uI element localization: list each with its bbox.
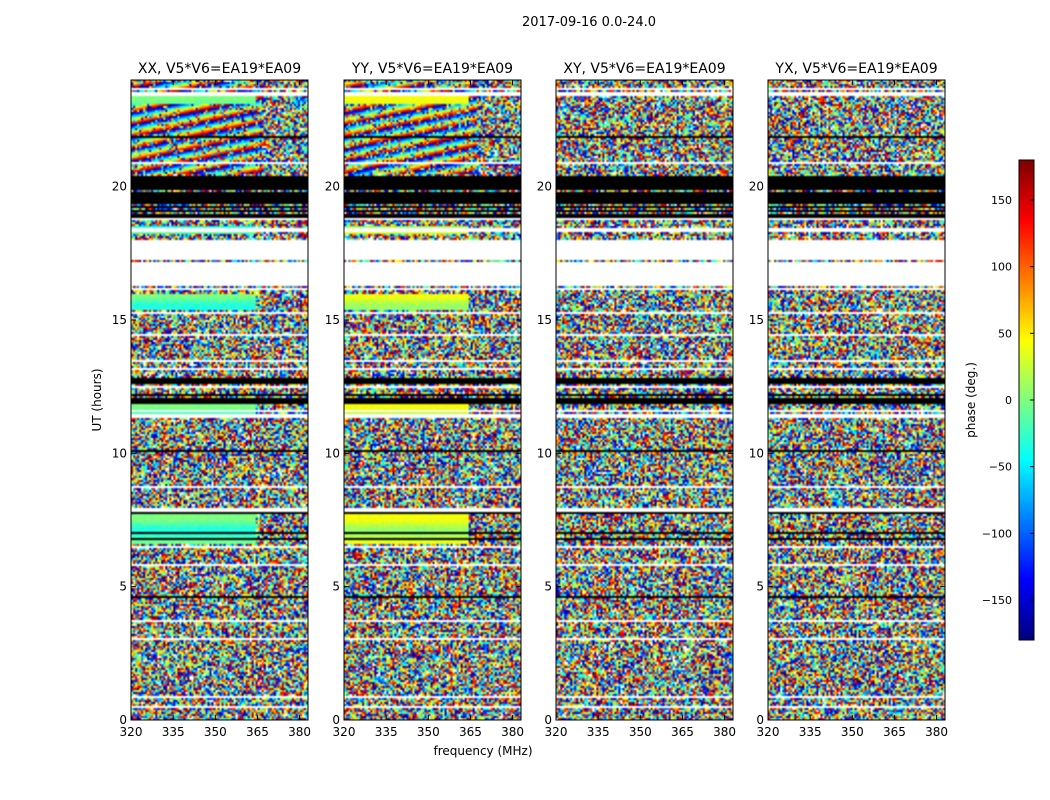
x-tick-label: 335: [162, 725, 185, 739]
panel-yx: YX, V5*V6=EA19*EA09 320 335 350 365 380 0 5 10 15…: [749, 61, 948, 739]
y-tick-label: 20: [325, 180, 340, 194]
y-tick-label: 20: [749, 180, 764, 194]
panel-frame: [343, 79, 522, 721]
x-tick-label: 350: [629, 725, 652, 739]
panel-title: XX, V5*V6=EA19*EA09: [138, 61, 301, 77]
colorbar-tick-label: −150: [982, 594, 1012, 607]
x-tick-label: 380: [925, 725, 948, 739]
y-tick-label: 20: [112, 180, 127, 194]
x-tick-label: 350: [841, 725, 864, 739]
x-tick-label: 365: [246, 725, 269, 739]
y-tick-label: 5: [332, 580, 340, 594]
y-tick-label: 10: [325, 446, 340, 460]
x-tick-label: 365: [671, 725, 694, 739]
x-tick-label: 335: [799, 725, 822, 739]
colorbar-tick-label: 100: [991, 261, 1012, 274]
heatmap-yx: [768, 80, 945, 720]
y-tick-label: 20: [537, 180, 552, 194]
colorbar-tick-label: −50: [989, 461, 1012, 474]
panel-frame: [130, 79, 309, 721]
y-tick-label: 15: [112, 313, 127, 327]
y-tick-label: 0: [119, 713, 127, 727]
x-tick-label: 380: [713, 725, 736, 739]
panel-title: YX, V5*V6=EA19*EA09: [774, 61, 937, 77]
heatmap-xy: [556, 80, 733, 720]
x-tick-label: 320: [120, 725, 143, 739]
y-tick-label: 10: [112, 446, 127, 460]
colorbar-tick-label: −100: [982, 527, 1012, 540]
colorbar-ticks: 150 100 50 0 −50 −100 −150: [982, 194, 1034, 607]
panel-title: YY, V5*V6=EA19*EA09: [351, 61, 513, 77]
x-tick-label: 365: [459, 725, 482, 739]
x-tick-label: 350: [204, 725, 227, 739]
y-tick-label: 15: [749, 313, 764, 327]
x-tick-label: 335: [375, 725, 398, 739]
x-tick-label: 320: [757, 725, 780, 739]
y-tick-label: 10: [537, 446, 552, 460]
x-tick-label: 320: [545, 725, 568, 739]
heatmap-yy: [344, 80, 521, 720]
y-tick-label: 15: [537, 313, 552, 327]
panel-frame: [767, 79, 946, 721]
colorbar-label: phase (deg.): [964, 362, 978, 438]
x-tick-label: 365: [883, 725, 906, 739]
panel-frame: [555, 79, 734, 721]
panel-xx: XX, V5*V6=EA19*EA09 320 335 350 365 380 0 5 10 15…: [112, 61, 311, 739]
panels: XX, V5*V6=EA19*EA09 320 335 350 365 380 0 5 10 15…: [112, 61, 948, 739]
x-tick-label: 380: [501, 725, 524, 739]
y-tick-label: 10: [749, 446, 764, 460]
x-tick-label: 380: [288, 725, 311, 739]
colorbar-tick-label: 50: [998, 327, 1012, 340]
colorbar-gradient: [1019, 160, 1034, 640]
y-tick-label: 5: [756, 580, 764, 594]
x-tick-label: 320: [333, 725, 356, 739]
x-tick-label: 335: [587, 725, 610, 739]
y-tick-label: 0: [332, 713, 340, 727]
panel-yy: YY, V5*V6=EA19*EA09 320 335 350 365 380 0 5 10 15…: [325, 61, 524, 739]
y-tick-label: 5: [544, 580, 552, 594]
panel-title: XY, V5*V6=EA19*EA09: [563, 61, 725, 77]
y-tick-label: 5: [119, 580, 127, 594]
y-tick-label: 0: [756, 713, 764, 727]
y-tick-label: 0: [544, 713, 552, 727]
panel-xy: XY, V5*V6=EA19*EA09 320 335 350 365 380 0 5 10 15…: [537, 61, 736, 739]
colorbar: 150 100 50 0 −50 −100 −150 phase (deg.): [964, 159, 1035, 641]
x-tick-label: 350: [417, 725, 440, 739]
colorbar-tick-label: 0: [1005, 394, 1012, 407]
heatmap-xx: [131, 80, 308, 720]
colorbar-tick-label: 150: [991, 194, 1012, 207]
x-axis-label: frequency (MHz): [433, 744, 532, 758]
y-tick-label: 15: [325, 313, 340, 327]
y-axis-label: UT (hours): [90, 368, 104, 431]
figure-title: 2017-09-16 0.0-24.0: [522, 15, 656, 30]
